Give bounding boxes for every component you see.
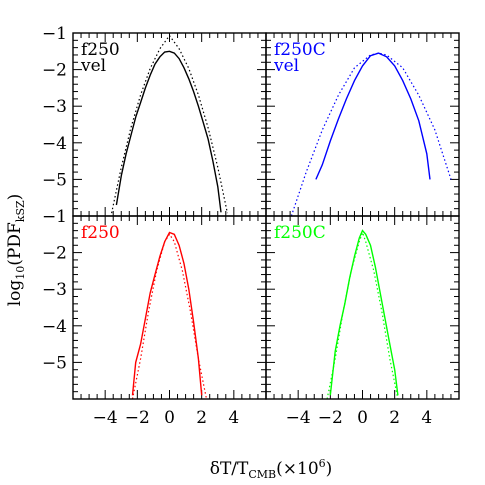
series-top-left-dotted (111, 34, 228, 214)
series-top-left-solid (115, 50, 222, 213)
y-tick-label: −1 (42, 207, 67, 227)
y-tick-label: −3 (42, 97, 67, 117)
y-tick-label: −3 (42, 280, 67, 300)
panel-frame (72, 215, 267, 400)
panel-label-bottom-right: f250C (274, 223, 326, 243)
series-bottom-right-dotted (326, 230, 399, 399)
series-top-right-dotted (290, 52, 452, 216)
panel-label-bottom-left: f250 (81, 223, 120, 243)
panel-frame (265, 215, 460, 400)
x-tick-label: 2 (196, 408, 207, 428)
x-tick-label: −4 (93, 408, 118, 428)
y-tick-label: −2 (42, 61, 67, 81)
axes-text-group: −1 −2 −3 −4 −5 −1 −2 −3 −4 −5 −4 −2 0 2 4 −4 −2 0 2 4 (42, 24, 432, 428)
y-tick-label: −5 (42, 353, 67, 373)
series-top-right-solid (315, 52, 431, 180)
x-tick-label: −4 (286, 408, 311, 428)
y-tick-label: −4 (42, 134, 67, 154)
x-tick-label: 4 (421, 408, 432, 428)
series-bottom-left-dotted (131, 233, 208, 399)
x-tick-label: 0 (357, 408, 368, 428)
panel-label-top-right: vel (273, 56, 299, 76)
y-tick-label: −5 (42, 170, 67, 190)
x-axis-title: δT/TCMB(×106) (210, 457, 333, 481)
y-tick-label: −1 (42, 24, 67, 44)
series-bottom-left-solid (131, 231, 203, 396)
series-bottom-right-solid (329, 229, 399, 396)
panel-bottom-right: f250C (265, 215, 460, 400)
x-tick-label: 0 (164, 408, 175, 428)
x-tick-label: −2 (125, 408, 150, 428)
y-tick-label: −2 (42, 244, 67, 264)
panel-label-top-left: vel (80, 56, 106, 76)
panel-label-top-left: f250 (81, 40, 120, 60)
y-tick-label: −4 (42, 317, 67, 337)
panel-bottom-left: f250 (72, 215, 267, 400)
x-tick-label: 4 (228, 408, 239, 428)
x-tick-label: −2 (318, 408, 343, 428)
y-axis-title: log10(PDFkSZ) (5, 194, 27, 307)
panel-label-top-right: f250C (274, 40, 326, 60)
x-tick-label: 2 (389, 408, 400, 428)
